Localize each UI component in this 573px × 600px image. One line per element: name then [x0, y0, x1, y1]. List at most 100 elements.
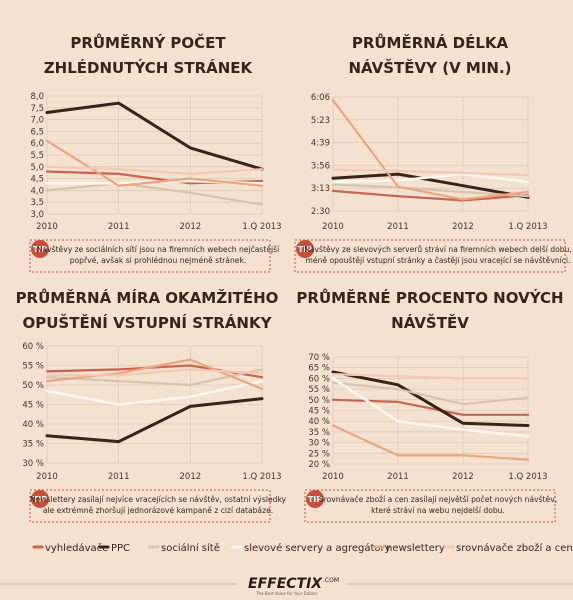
tip-badge-label: TIP	[298, 245, 312, 254]
chart-title-line: PRŮMĚRNÉ PROCENTO NOVÝCH	[296, 287, 563, 307]
chart-title-line: OPUŠTĚNÍ VSTUPNÍ STRÁNKY	[23, 313, 273, 332]
y-tick-label: 4,0	[30, 186, 44, 196]
chart-title-line: PRŮMĚRNÁ MÍRA OKAMŽITÉHO	[16, 287, 279, 307]
tip-text-line: popřvé, avšak si prohlédnou nejméně strá…	[70, 256, 247, 265]
x-tick-label: 2011	[387, 472, 409, 482]
series-line-vyhledavace	[331, 398, 530, 416]
series-line-vyhledavace	[331, 189, 530, 202]
chart-title-line: PRŮMĚRNÁ DÉLKA	[352, 32, 509, 52]
y-tick-label: 60 %	[22, 342, 44, 352]
series-line-ppc	[45, 101, 264, 171]
series-line-newslettery	[45, 139, 264, 187]
x-tick-label: 1.Q 2013	[242, 472, 281, 482]
x-tick-label: 2011	[108, 472, 130, 482]
x-tick-label: 1.Q 2013	[508, 472, 547, 482]
tip-badge	[31, 490, 49, 508]
y-tick-label: 7,5	[30, 104, 44, 114]
y-tick-label: 30 %	[308, 439, 330, 449]
y-tick-label: 6:06	[311, 93, 330, 103]
legend-entry: PPC	[111, 543, 130, 554]
y-tick-label: 3,0	[30, 210, 44, 220]
effectix-logo: EFFECTIX .COM The Best Value for Your Doll…	[0, 576, 573, 596]
y-tick-label: 40 %	[308, 417, 330, 427]
legend-entry: newslettery	[386, 543, 445, 554]
tip-box	[304, 489, 556, 523]
y-tick-label: 6,0	[30, 139, 44, 149]
y-tick-label: 7,0	[30, 116, 44, 126]
legend-entry: sociální sítě	[161, 542, 220, 554]
y-tick-label: 4,5	[30, 175, 44, 185]
y-tick-label: 50 %	[308, 396, 330, 406]
tip-text-line: Návštěvy ze slevových serverů stráví na …	[304, 245, 572, 254]
y-tick-label: 60 %	[308, 374, 330, 384]
x-tick-label: 2012	[180, 472, 202, 482]
y-tick-label: 35 %	[22, 440, 44, 450]
y-tick-label: 20 %	[308, 460, 330, 470]
x-tick-label: 2010	[36, 472, 58, 482]
x-tick-label: 2010	[322, 472, 344, 482]
y-tick-label: 25 %	[308, 449, 330, 459]
legend: vyhledávače PPC sociální sítě slevové serve…	[32, 542, 573, 554]
y-tick-label: 45 %	[22, 401, 44, 411]
tip-text-line: Srovnávače zboží a cen zasílají největší…	[319, 495, 557, 504]
series-line-srovnavace	[45, 165, 264, 175]
chart-panel-4: PRŮMĚRNÉ PROCENTO NOVÝCH NÁVŠTĚV 70 %65 %6…	[296, 287, 564, 523]
x-tick-label: 2011	[387, 222, 409, 232]
y-tick-label: 35 %	[308, 428, 330, 438]
x-tick-label: 1.Q 2013	[508, 222, 547, 232]
chart-title-line: NÁVŠTĚV	[391, 313, 469, 332]
series-line-slevove_servery	[331, 172, 530, 184]
x-tick-label: 2010	[36, 222, 58, 232]
y-tick-label: 3:56	[311, 161, 330, 171]
x-tick-label: 2012	[452, 472, 474, 482]
y-tick-label: 65 %	[308, 364, 330, 374]
y-tick-label: 8,0	[30, 92, 44, 102]
tip-text-line: méně opouštějí vstupní stránky a častěji…	[306, 256, 571, 265]
tip-badge-label: TIP	[33, 495, 47, 504]
y-tick-label: 55 %	[308, 385, 330, 395]
legend-entry: vyhledávače	[45, 542, 108, 554]
y-tick-label: 55 %	[22, 362, 44, 372]
tip-text-line: Newslettery zasílají nejvíce vracejících…	[30, 495, 287, 504]
y-tick-label: 45 %	[308, 407, 330, 417]
y-tick-label: 2:30	[311, 207, 330, 217]
series-line-socialni_site	[45, 182, 264, 206]
series-line-newslettery	[45, 358, 264, 390]
y-tick-label: 70 %	[308, 353, 330, 363]
x-tick-label: 2010	[322, 222, 344, 232]
tip-text-line: Návštěvy ze sociálních sítí jsou na fire…	[37, 245, 280, 254]
series-line-slevove_servery	[45, 379, 264, 406]
series-line-socialni_site	[45, 368, 264, 387]
tip-badge-label: TIP	[33, 245, 47, 254]
x-tick-label: 2012	[452, 222, 474, 232]
y-tick-label: 5:23	[311, 116, 330, 126]
chart-title-line: PRŮMĚRNÝ POČET	[70, 32, 226, 52]
series-line-newslettery	[331, 99, 530, 201]
y-tick-label: 50 %	[22, 381, 44, 391]
series-line-srovnavace	[331, 373, 530, 380]
y-tick-label: 30 %	[22, 459, 44, 469]
series-line-ppc	[331, 370, 530, 427]
chart-title-line: NÁVŠTĚVY (V MIN.)	[348, 58, 511, 77]
y-tick-label: 5,0	[30, 163, 44, 173]
series-line-socialni_site	[331, 183, 530, 198]
x-tick-label: 2011	[108, 222, 130, 232]
series-line-srovnavace	[45, 368, 264, 377]
series-line-ppc	[45, 397, 264, 444]
brand-tagline: The Best Value for Your Dollars	[255, 591, 318, 596]
series-line-newslettery	[331, 424, 530, 461]
tip-text-line: ale extrémně zhoršují jednorázové kampan…	[43, 506, 273, 515]
tip-box	[29, 489, 271, 523]
chart-panel-2: PRŮMĚRNÁ DÉLKA NÁVŠTĚVY (V MIN.) 6:06 5:23 4…	[294, 32, 572, 273]
tip-badge	[296, 240, 314, 258]
series-line-ppc	[331, 172, 530, 199]
y-tick-label: 40 %	[22, 420, 44, 430]
legend-entry: srovnávače zboží a cen	[456, 542, 573, 554]
series-line-socialni_site	[331, 381, 530, 406]
y-tick-label: 3,5	[30, 198, 44, 208]
y-tick-label: 6,5	[30, 127, 44, 137]
y-tick-label: 3:13	[311, 184, 330, 194]
tip-badge	[306, 490, 324, 508]
y-tick-label: 5,5	[30, 151, 44, 161]
